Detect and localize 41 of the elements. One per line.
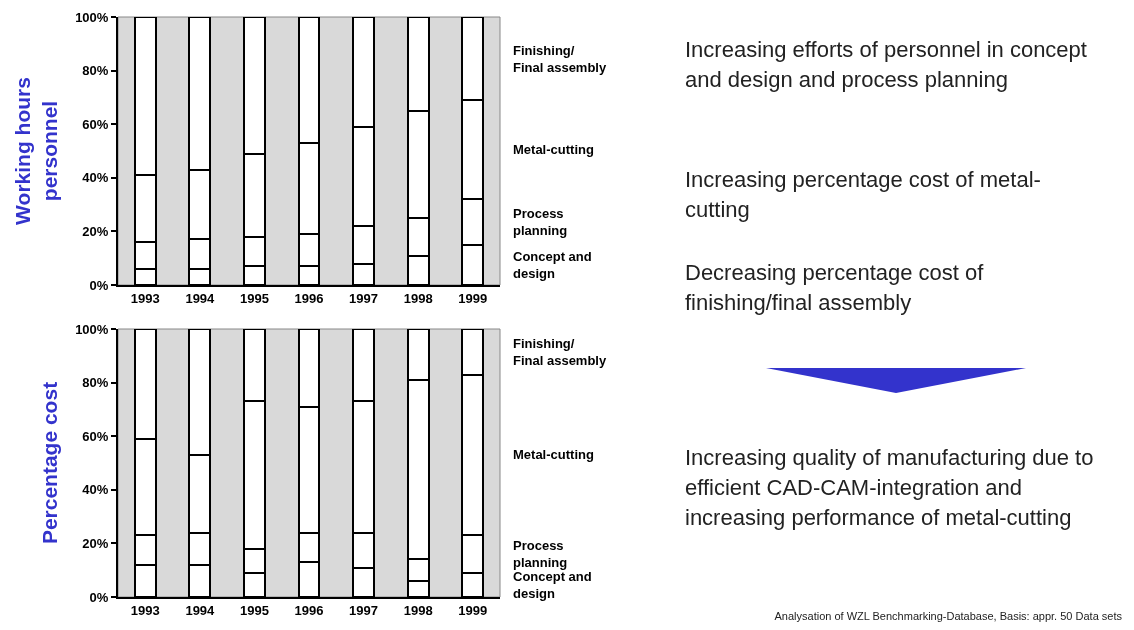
x-tick-label: 1997 <box>349 290 379 306</box>
y-tick-label: 40% <box>82 482 109 498</box>
x-tick-label: 1997 <box>349 602 379 618</box>
text: Concept and design <box>513 569 592 601</box>
text: Metal-cutting <box>513 447 594 462</box>
y-tick-label: 20% <box>82 223 109 239</box>
text: Process planning <box>513 538 568 570</box>
y-tick-label: 20% <box>82 535 109 551</box>
text: Analysation of WZL Benchmarking-Database, Basis: appr. 50 Data sets <box>774 610 1122 622</box>
x-tick-label: 1998 <box>403 602 433 618</box>
x-tick-label: 1996 <box>294 602 324 618</box>
x-tick-label: 1996 <box>294 290 324 306</box>
text: Metal-cutting <box>513 142 594 157</box>
text: Increasing efforts of personnel in concept and design and process planning <box>685 36 1088 94</box>
y-tick-label: 100% <box>75 9 109 25</box>
y-tick-label: 100% <box>75 321 109 337</box>
y-tick-label: 60% <box>82 116 109 132</box>
x-tick-label: 1994 <box>185 290 216 306</box>
text: Increasing quality of manufacturing due to efficient CAD-CAM-integration and increasing performance of metal-cutting <box>685 444 1095 532</box>
y-tick-label: 80% <box>82 375 109 391</box>
x-tick-label: 1993 <box>130 602 160 618</box>
x-tick-label: 1993 <box>130 290 160 306</box>
y-tick-label: 80% <box>82 63 109 79</box>
y-axis-title: Percentage cost <box>37 381 61 545</box>
text: Increasing percentage cost of metal-cutting <box>685 166 1042 224</box>
text: Finishing/ Final assembly <box>513 336 607 368</box>
x-tick-label: 1998 <box>403 290 433 306</box>
y-axis-title: Working hours personnel <box>10 77 61 225</box>
x-tick-label: 1999 <box>458 290 488 306</box>
x-tick-label: 1995 <box>239 290 269 306</box>
text: Concept and design <box>513 249 592 281</box>
text: Decreasing percentage cost of finishing/final assembly <box>685 259 985 317</box>
text: Process planning <box>513 206 568 238</box>
y-tick-label: 0% <box>89 277 109 293</box>
x-tick-label: 1999 <box>458 602 488 618</box>
y-tick-label: 40% <box>82 170 109 186</box>
x-tick-label: 1994 <box>185 602 216 618</box>
text: Finishing/ Final assembly <box>513 43 607 75</box>
x-tick-label: 1995 <box>239 602 269 618</box>
y-tick-label: 60% <box>82 428 109 444</box>
y-tick-label: 0% <box>89 589 109 605</box>
